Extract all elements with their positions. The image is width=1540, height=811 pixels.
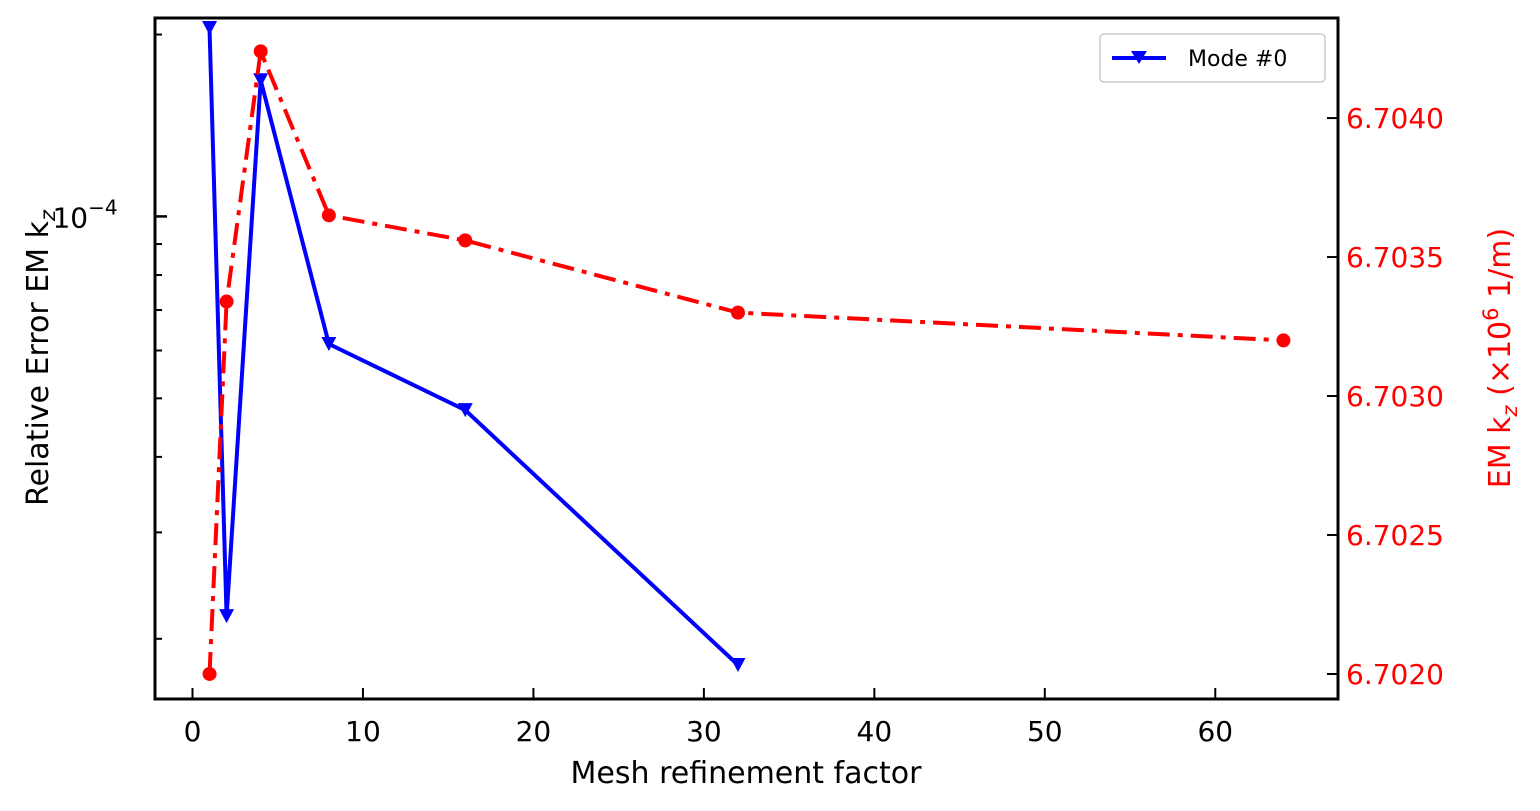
legend-frame — [1099, 33, 1326, 83]
x-tick-label-60: 60 — [1197, 715, 1233, 748]
legend-marker-mode-0 — [1131, 51, 1147, 64]
series-0-point-3 — [321, 337, 337, 352]
plot-frame — [153, 16, 1340, 701]
left-tick-base: 10 — [52, 201, 88, 234]
series-1-point-3 — [321, 208, 336, 223]
x-tick-label-50: 50 — [1027, 715, 1063, 748]
legend-label-mode-0: Mode #0 — [1188, 47, 1287, 72]
left-major-tick-label-0: 10−4 — [52, 195, 117, 234]
right-axis-title-superscript: 6 — [1479, 307, 1503, 320]
series-0-point-1 — [219, 609, 235, 624]
series-layer — [202, 21, 1291, 681]
series-1-point-5 — [730, 305, 745, 320]
series-0-point-2 — [253, 73, 269, 88]
right-tick-label-1: 6.7025 — [1346, 519, 1444, 552]
x-axis-title: Mesh refinement factor — [571, 756, 923, 791]
legend: Mode #0 — [1099, 33, 1326, 83]
x-tick-label-0: 0 — [184, 715, 202, 748]
series-1-point-4 — [458, 233, 473, 248]
series-0-point-4 — [457, 403, 473, 418]
right-tick-label-3: 6.7035 — [1346, 241, 1444, 274]
x-tick-label-30: 30 — [686, 715, 722, 748]
left-axis-title-main: Relative Error EM k — [21, 220, 56, 506]
x-tick-label-10: 10 — [345, 715, 381, 748]
right-tick-label-4: 6.7040 — [1346, 102, 1444, 135]
left-axis-title-subscript: z — [36, 209, 60, 222]
right-tick-label-0: 6.7020 — [1346, 658, 1444, 691]
right-axis-title-main: EM k — [1483, 416, 1518, 488]
x-tick-label-40: 40 — [857, 715, 893, 748]
series-0-point-0 — [202, 21, 218, 36]
left-tick-exponent: −4 — [88, 195, 117, 219]
series-1-point-0 — [202, 666, 217, 681]
series-line-0 — [207, 27, 740, 667]
right-tick-label-2: 6.7030 — [1346, 380, 1444, 413]
right-axis-title-unit: 1/m) — [1483, 228, 1518, 308]
ticks-layer: 0 10 20 30 40 50 6010−46.70206.70256.70306.703… — [52, 33, 1444, 748]
right-axis-title-mid: (×10 — [1483, 321, 1518, 406]
right-axis-title: EM kz (×106 1/m) — [1479, 228, 1522, 488]
left-axis-title: Relative Error EM kz — [21, 209, 60, 506]
series-1-point-6 — [1276, 333, 1291, 348]
series-0-point-5 — [730, 657, 746, 672]
series-1-point-2 — [253, 44, 268, 59]
right-axis-title-subscript: z — [1498, 404, 1522, 417]
series-1-point-1 — [219, 294, 234, 309]
x-tick-label-20: 20 — [516, 715, 552, 748]
